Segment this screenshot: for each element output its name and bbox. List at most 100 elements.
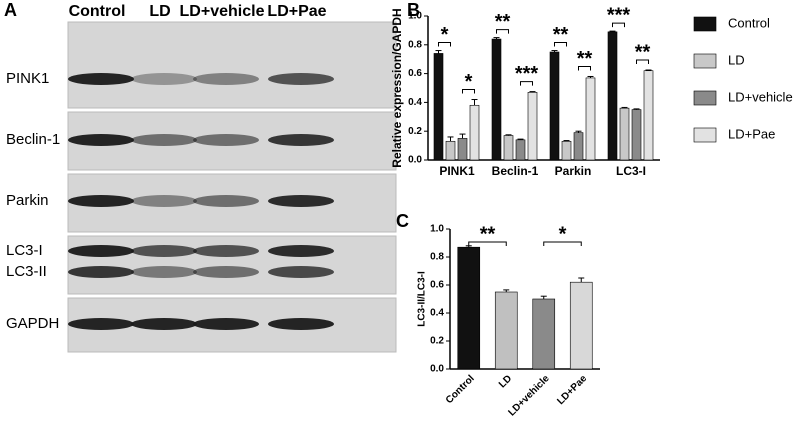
y-tick-label: 0.0 <box>430 364 444 375</box>
lane-label: LD+vehicle <box>180 3 265 20</box>
x-tick-label: Beclin-1 <box>492 164 539 178</box>
error-bar <box>493 37 500 40</box>
sig-label: ** <box>553 24 569 46</box>
legend-swatch <box>693 53 717 69</box>
error-bar <box>503 289 510 292</box>
bar <box>585 77 596 161</box>
y-tick-label: 0.8 <box>430 252 444 263</box>
panel-label: B <box>407 0 420 20</box>
band <box>131 134 197 146</box>
bar <box>433 53 444 161</box>
sig-bracket <box>496 29 509 34</box>
sig-bracket <box>636 59 649 64</box>
legend-label: Control <box>728 15 770 30</box>
band <box>193 318 259 330</box>
sig-label: ** <box>480 223 496 245</box>
panel-label: A <box>4 0 17 20</box>
y-tick-label: 0.4 <box>408 97 422 108</box>
error-bar <box>645 69 652 71</box>
band <box>268 195 334 207</box>
sig-bracket <box>543 241 582 246</box>
sig-bracket <box>468 241 507 246</box>
blot: Control LD LD+vehicle LD+Pae PINK1 Beclin-1 Pa… <box>6 3 397 353</box>
bar <box>561 140 572 161</box>
error-bar <box>563 140 570 142</box>
lane-label: Control <box>69 3 126 20</box>
bar <box>532 298 556 370</box>
bar <box>503 135 514 161</box>
row-label: LC3-II <box>6 263 47 280</box>
sig-label: * <box>441 24 449 46</box>
sig-label: ** <box>635 41 651 63</box>
band <box>68 195 134 207</box>
error-bar <box>505 134 512 136</box>
x-tick-label: PINK1 <box>439 164 475 178</box>
legend-label: LD <box>728 52 745 67</box>
y-tick-label: 0.4 <box>430 308 444 319</box>
legend-swatch <box>693 16 717 32</box>
error-bar <box>621 106 628 109</box>
band <box>193 195 259 207</box>
y-tick-label: 0.2 <box>408 126 422 137</box>
sig-label: * <box>559 223 567 245</box>
error-bar <box>609 30 616 32</box>
band <box>131 266 197 278</box>
x-tick-label: Control <box>444 373 477 406</box>
band <box>193 266 259 278</box>
legend-swatch <box>693 127 717 143</box>
bar <box>619 107 630 161</box>
band <box>193 73 259 85</box>
bar <box>549 51 560 161</box>
x-tick-label: LD+Pae <box>555 373 589 407</box>
y-tick-label: 0.8 <box>408 39 422 50</box>
panel-label: C <box>396 211 409 231</box>
bar <box>515 139 526 161</box>
error-bar <box>459 133 466 139</box>
error-bar <box>471 99 478 106</box>
error-bar <box>447 136 454 142</box>
bar <box>569 281 593 370</box>
bar <box>527 92 538 161</box>
sig-label: ** <box>495 11 511 33</box>
error-bar <box>435 50 442 54</box>
y-tick-label: 0.0 <box>408 155 422 166</box>
sig-bracket <box>612 22 625 28</box>
y-axis-title: LC3-II/LC3-I <box>417 271 428 327</box>
blot-strip <box>67 21 397 109</box>
sig-label: *** <box>607 4 631 26</box>
bar <box>491 38 502 161</box>
band <box>193 245 259 257</box>
x-tick-label: Parkin <box>555 164 592 178</box>
row-label: Parkin <box>6 192 49 209</box>
band <box>131 245 197 257</box>
band <box>131 195 197 207</box>
error-bar <box>517 138 524 140</box>
lane-label: LD+Pae <box>267 3 326 20</box>
bar <box>457 138 468 161</box>
sig-bracket <box>438 42 451 47</box>
bar <box>573 132 584 161</box>
sig-label: ** <box>577 48 593 70</box>
bar <box>445 140 456 161</box>
sig-label: *** <box>515 63 539 85</box>
bar <box>643 70 654 161</box>
band <box>68 318 134 330</box>
error-bar <box>551 50 558 52</box>
sig-bracket <box>578 65 591 71</box>
sig-label: * <box>465 71 473 93</box>
legend-swatch <box>693 90 717 106</box>
bar <box>469 104 480 161</box>
lane-label: LD <box>149 3 170 20</box>
y-tick-label: 1.0 <box>408 11 422 22</box>
error-bar <box>529 91 536 93</box>
band <box>131 73 197 85</box>
bar <box>607 31 618 161</box>
y-tick-label: 0.2 <box>430 336 444 347</box>
band <box>268 73 334 85</box>
band <box>68 134 134 146</box>
band <box>268 266 334 278</box>
band <box>193 134 259 146</box>
row-label: Beclin-1 <box>6 131 60 148</box>
error-bar <box>587 75 594 78</box>
